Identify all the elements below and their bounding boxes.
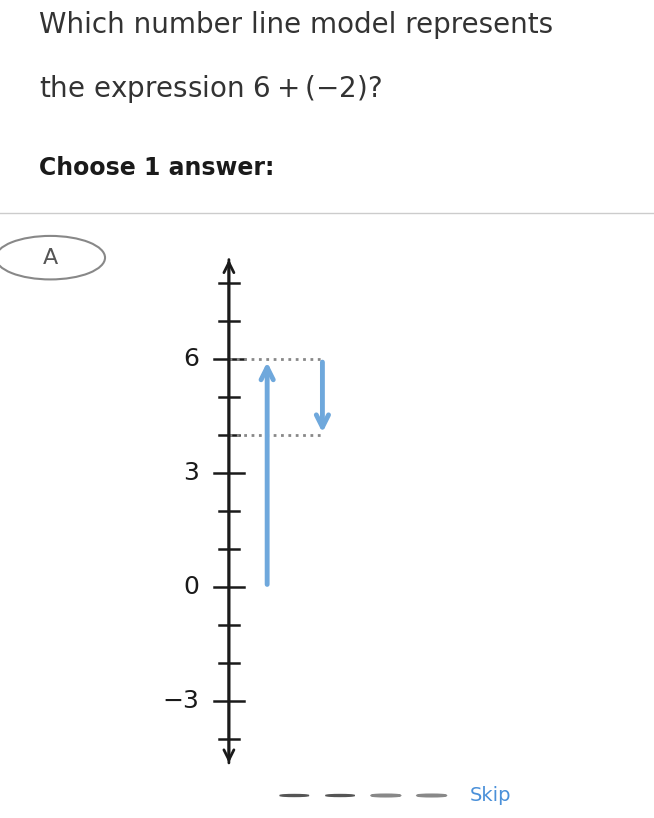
Text: 6: 6 (183, 348, 199, 371)
Text: Check: Check (562, 786, 628, 805)
Circle shape (326, 794, 354, 797)
Circle shape (280, 794, 309, 797)
Text: Which number line model represents: Which number line model represents (39, 11, 553, 39)
Text: 3: 3 (183, 461, 199, 485)
Text: Choose 1 answer:: Choose 1 answer: (39, 155, 275, 180)
Text: Skip: Skip (470, 786, 511, 805)
Text: A: A (43, 248, 58, 267)
Text: the expression $6 + (-2)$?: the expression $6 + (-2)$? (39, 74, 382, 106)
Text: −3: −3 (162, 689, 199, 713)
Text: 0: 0 (183, 575, 199, 600)
